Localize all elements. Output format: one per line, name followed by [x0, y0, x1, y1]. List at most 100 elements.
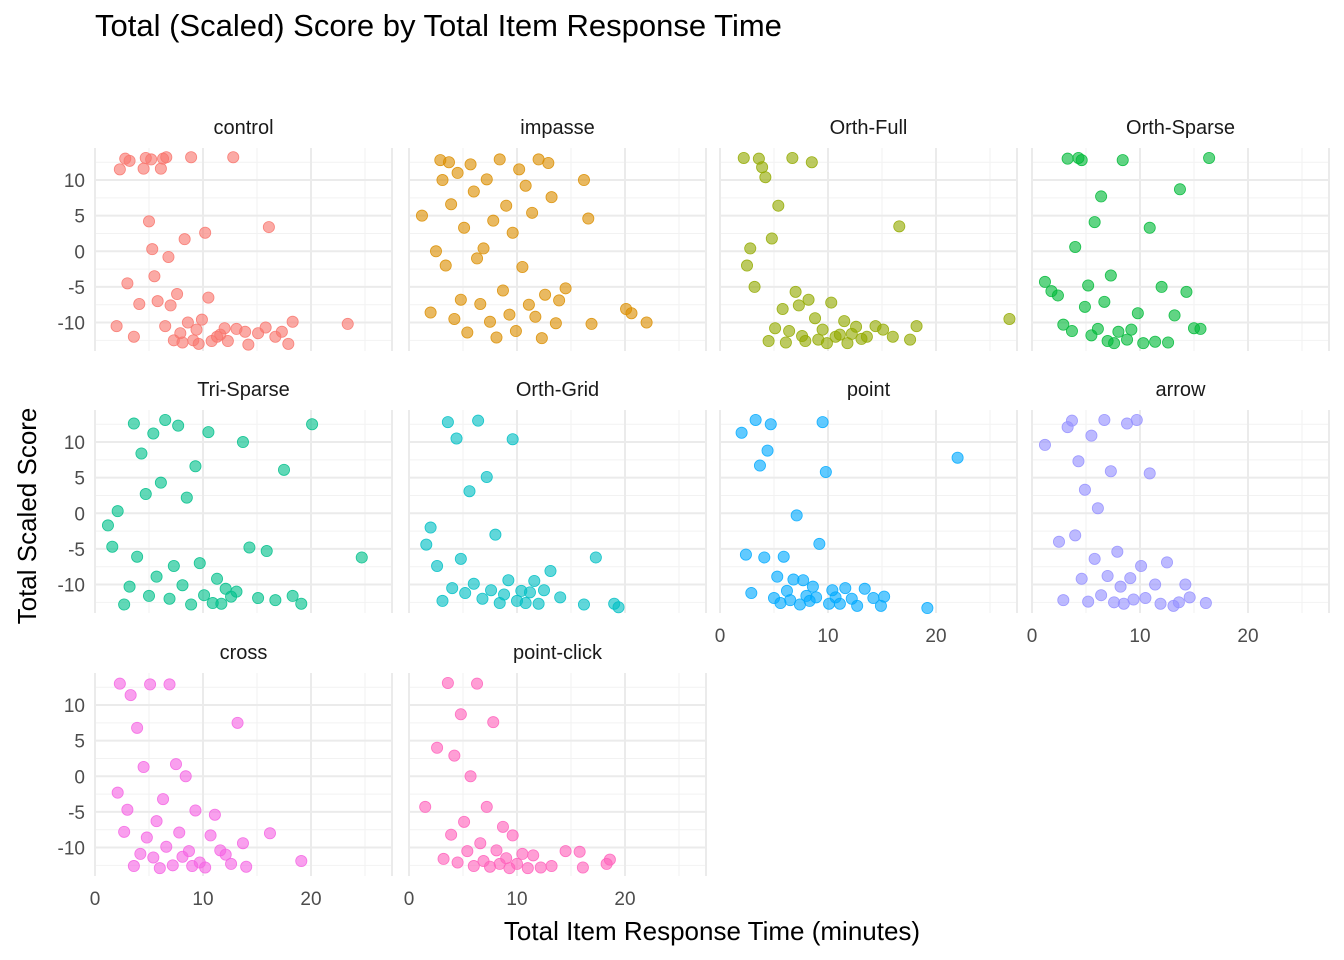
- y-tick-label: 0: [74, 767, 85, 788]
- data-point: [761, 444, 774, 457]
- data-point: [464, 158, 477, 171]
- panels-layer: control 10 5 0 -5 -10 impasse Orth-Full Orth-Spa…: [58, 117, 1330, 910]
- data-point: [146, 243, 159, 256]
- data-point: [1091, 502, 1104, 515]
- facet-panel-orth-sparse: Orth-Sparse: [1031, 117, 1330, 351]
- data-point: [1149, 335, 1162, 348]
- data-point: [193, 557, 206, 570]
- data-point: [173, 826, 186, 839]
- data-point: [816, 416, 829, 429]
- data-point: [131, 721, 144, 734]
- data-point: [819, 465, 832, 478]
- data-point: [539, 288, 552, 301]
- data-point: [166, 859, 179, 872]
- data-point: [1069, 241, 1082, 254]
- data-point: [513, 163, 526, 176]
- data-point: [436, 174, 449, 187]
- data-point: [1135, 559, 1148, 572]
- data-point: [797, 574, 810, 587]
- data-point: [450, 432, 463, 445]
- data-point: [1104, 465, 1117, 478]
- data-point: [1127, 593, 1140, 606]
- data-point: [783, 325, 796, 338]
- data-point: [589, 551, 602, 564]
- data-point: [127, 417, 140, 430]
- x-tick-label: 0: [90, 889, 101, 910]
- data-point: [549, 317, 562, 330]
- data-point: [477, 242, 490, 255]
- data-point: [163, 678, 176, 691]
- data-point: [424, 521, 437, 534]
- data-point: [441, 416, 454, 429]
- data-point: [424, 306, 437, 319]
- data-point: [538, 584, 551, 597]
- data-point: [765, 232, 778, 245]
- data-point: [745, 587, 758, 600]
- data-point: [1162, 336, 1175, 349]
- data-point: [776, 302, 789, 315]
- data-point: [625, 307, 638, 320]
- facet-label: point-click: [513, 642, 603, 664]
- data-point: [483, 315, 496, 328]
- y-tick-label: 0: [74, 242, 85, 263]
- data-point: [1075, 154, 1088, 167]
- data-point: [147, 427, 160, 440]
- data-point: [485, 584, 498, 597]
- data-point: [910, 320, 923, 333]
- data-point: [135, 447, 148, 460]
- data-point: [202, 426, 215, 439]
- data-point: [779, 336, 792, 349]
- data-point: [850, 320, 863, 333]
- data-point: [1098, 295, 1111, 308]
- data-point: [185, 151, 198, 164]
- data-point: [472, 414, 485, 427]
- facet-label: control: [213, 117, 273, 139]
- data-point: [1179, 578, 1192, 591]
- data-point: [1057, 318, 1070, 331]
- data-point: [498, 588, 511, 601]
- data-point: [121, 803, 134, 816]
- data-point: [445, 198, 458, 211]
- data-point: [1038, 438, 1051, 451]
- data-point: [295, 597, 308, 610]
- data-point: [1053, 535, 1066, 548]
- x-tick-label: 0: [404, 889, 415, 910]
- data-point: [805, 156, 818, 169]
- data-point: [446, 582, 459, 595]
- data-point: [503, 308, 516, 321]
- data-point: [454, 708, 467, 721]
- facet-panel-control: control 10 5 0 -5 -10: [58, 117, 393, 351]
- data-point: [1088, 552, 1101, 565]
- data-point: [1088, 216, 1101, 229]
- data-point: [150, 815, 163, 828]
- data-point: [142, 589, 155, 602]
- data-point: [1172, 596, 1185, 609]
- data-point: [471, 677, 484, 690]
- data-point: [454, 552, 467, 565]
- data-point: [519, 597, 532, 610]
- x-tick-label: 0: [1027, 626, 1038, 647]
- data-point: [786, 151, 799, 164]
- data-point: [437, 852, 450, 865]
- data-point: [181, 316, 194, 329]
- data-point: [167, 559, 180, 572]
- data-point: [1078, 483, 1091, 496]
- data-point: [144, 678, 157, 691]
- data-point: [252, 592, 265, 605]
- data-point: [242, 338, 255, 351]
- data-point: [157, 793, 170, 806]
- data-point: [522, 298, 535, 311]
- data-point: [1098, 413, 1111, 426]
- data-point: [211, 572, 224, 585]
- data-point: [1095, 190, 1108, 203]
- data-point: [858, 582, 871, 595]
- data-point: [179, 770, 192, 783]
- data-point: [802, 293, 815, 306]
- data-point: [467, 185, 480, 198]
- data-point: [240, 860, 253, 873]
- data-point: [506, 829, 519, 842]
- data-point: [1111, 545, 1124, 558]
- y-tick-label: -5: [68, 540, 85, 561]
- y-tick-label: 10: [64, 696, 85, 717]
- data-point: [744, 242, 757, 255]
